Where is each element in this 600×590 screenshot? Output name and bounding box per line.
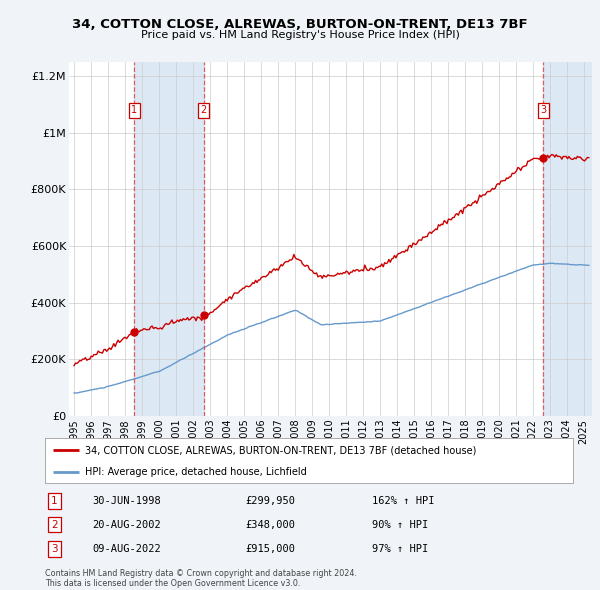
Text: 34, COTTON CLOSE, ALREWAS, BURTON-ON-TRENT, DE13 7BF: 34, COTTON CLOSE, ALREWAS, BURTON-ON-TRE… [72,18,528,31]
Bar [543,62,592,416]
Text: 2: 2 [200,105,207,115]
Text: 30-JUN-1998: 30-JUN-1998 [92,496,161,506]
Text: 34, COTTON CLOSE, ALREWAS, BURTON-ON-TRENT, DE13 7BF (detached house): 34, COTTON CLOSE, ALREWAS, BURTON-ON-TRE… [85,445,476,455]
Text: 2: 2 [51,520,58,529]
Text: This data is licensed under the Open Government Licence v3.0.: This data is licensed under the Open Gov… [45,579,301,588]
Text: 20-AUG-2002: 20-AUG-2002 [92,520,161,529]
Text: 09-AUG-2022: 09-AUG-2022 [92,544,161,554]
Text: £915,000: £915,000 [245,544,296,554]
Text: 90% ↑ HPI: 90% ↑ HPI [373,520,428,529]
Text: 3: 3 [540,105,546,115]
Text: 162% ↑ HPI: 162% ↑ HPI [373,496,435,506]
Text: 3: 3 [51,544,58,554]
Text: 97% ↑ HPI: 97% ↑ HPI [373,544,428,554]
Text: HPI: Average price, detached house, Lichfield: HPI: Average price, detached house, Lich… [85,467,307,477]
Text: Price paid vs. HM Land Registry's House Price Index (HPI): Price paid vs. HM Land Registry's House … [140,30,460,40]
Text: Contains HM Land Registry data © Crown copyright and database right 2024.: Contains HM Land Registry data © Crown c… [45,569,357,578]
Text: 1: 1 [131,105,137,115]
Bar [134,62,204,416]
Text: 1: 1 [51,496,58,506]
Text: £348,000: £348,000 [245,520,296,529]
Text: £299,950: £299,950 [245,496,296,506]
